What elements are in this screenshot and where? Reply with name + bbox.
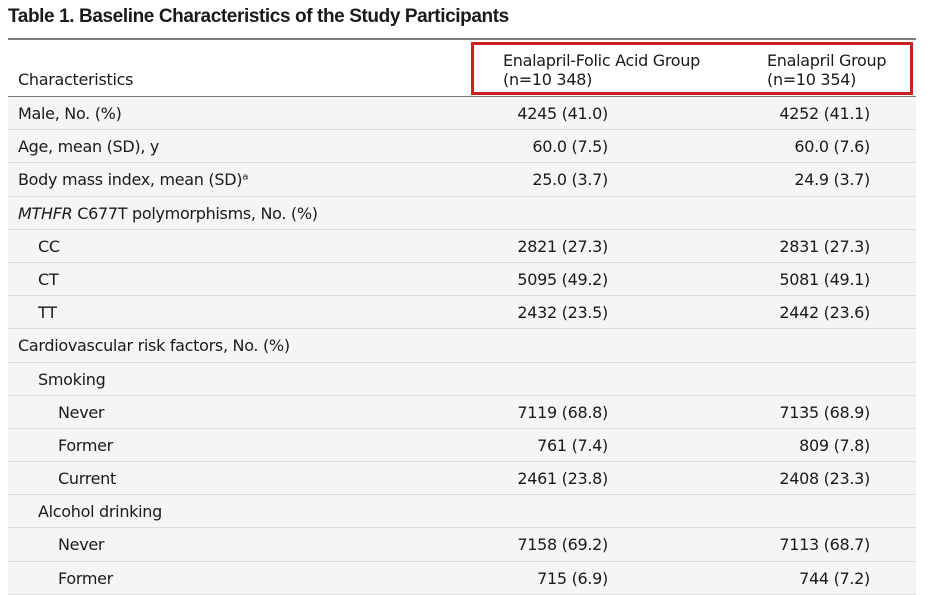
row-label: Body mass index, mean (SD)ᵃ	[18, 170, 249, 190]
header-rule	[8, 96, 916, 97]
row-label: Alcohol drinking	[38, 502, 162, 522]
table-row: Age, mean (SD), y 60.0 (7.5) 60.0 (7.6)	[8, 130, 916, 164]
row-value-enalapril: 5081 (49.1)	[779, 269, 870, 289]
table-row: Current 2461 (23.8) 2408 (23.3)	[8, 462, 916, 496]
row-value-enalapril: 60.0 (7.6)	[794, 137, 870, 157]
row-value-enalapril: 7113 (68.7)	[779, 535, 870, 555]
header-col1-name: Enalapril-Folic Acid Group	[503, 51, 700, 70]
table-row: CT 5095 (49.2) 5081 (49.1)	[8, 262, 916, 297]
table-row-section: Cardiovascular risk factors, No. (%)	[8, 329, 916, 363]
row-label: Never	[58, 402, 105, 422]
table-title: Table 1. Baseline Characteristics of the…	[8, 6, 509, 27]
header-enalapril-group: Enalapril Group (n=10 354)	[767, 51, 887, 89]
table-body: Male, No. (%) 4245 (41.0) 4252 (41.1) Ag…	[8, 97, 916, 595]
row-value-folic: 60.0 (7.5)	[532, 137, 608, 157]
row-label: Former	[58, 435, 113, 455]
row-value-folic: 25.0 (3.7)	[532, 170, 608, 190]
row-value-enalapril: 7135 (68.9)	[779, 402, 870, 422]
row-value-folic: 7119 (68.8)	[517, 402, 608, 422]
row-value-enalapril: 744 (7.2)	[799, 568, 870, 588]
row-label: Male, No. (%)	[18, 104, 122, 123]
row-value-enalapril: 2408 (23.3)	[779, 469, 870, 489]
row-value-folic: 2821 (27.3)	[517, 236, 608, 256]
row-value-enalapril: 2831 (27.3)	[779, 236, 870, 256]
header-col1-n: (n=10 348)	[503, 70, 593, 89]
header-col2-n: (n=10 354)	[767, 70, 857, 89]
row-value-enalapril: 4252 (41.1)	[779, 104, 870, 123]
row-label: Age, mean (SD), y	[18, 137, 160, 157]
row-value-enalapril: 2442 (23.6)	[779, 303, 870, 323]
row-value-folic: 4245 (41.0)	[517, 104, 608, 123]
row-label: TT	[38, 303, 57, 323]
row-label-rest: C677T polymorphisms, No. (%)	[72, 203, 318, 223]
table-top-rule	[8, 38, 916, 40]
row-value-folic: 715 (6.9)	[537, 568, 608, 588]
table-row: Never 7158 (69.2) 7113 (68.7)	[8, 528, 916, 562]
table-row-subsection: Smoking	[8, 362, 916, 396]
table-row-subsection: Alcohol drinking	[8, 495, 916, 529]
row-label: CC	[38, 236, 60, 256]
row-value-folic: 761 (7.4)	[537, 435, 608, 455]
table-header: Characteristics Enalapril-Folic Acid Gro…	[8, 40, 916, 96]
table-row: TT 2432 (23.5) 2442 (23.6)	[8, 296, 916, 330]
row-value-enalapril: 809 (7.8)	[799, 435, 870, 455]
row-label: CT	[38, 269, 59, 289]
header-enalapril-folic-acid-group: Enalapril-Folic Acid Group (n=10 348)	[503, 51, 700, 89]
row-label: Current	[58, 469, 116, 489]
table-row: Former 715 (6.9) 744 (7.2)	[8, 561, 916, 595]
header-col2-name: Enalapril Group	[767, 51, 887, 70]
table-row: CC 2821 (27.3) 2831 (27.3)	[8, 229, 916, 263]
row-value-folic: 2461 (23.8)	[517, 469, 608, 489]
row-label: Cardiovascular risk factors, No. (%)	[18, 336, 290, 356]
table-row: Former 761 (7.4) 809 (7.8)	[8, 428, 916, 463]
table-row: Male, No. (%) 4245 (41.0) 4252 (41.1)	[8, 97, 916, 131]
row-value-folic: 7158 (69.2)	[517, 535, 608, 555]
table-row-section: MTHFR C677T polymorphisms, No. (%)	[8, 196, 916, 230]
table-row: Body mass index, mean (SD)ᵃ 25.0 (3.7) 2…	[8, 163, 916, 197]
row-label: MTHFR C677T polymorphisms, No. (%)	[18, 204, 318, 223]
baseline-table: Characteristics Enalapril-Folic Acid Gro…	[8, 38, 916, 595]
table-row: Never 7119 (68.8) 7135 (68.9)	[8, 395, 916, 429]
row-label: Smoking	[38, 369, 106, 389]
row-label: Former	[58, 568, 113, 588]
row-value-enalapril: 24.9 (3.7)	[794, 170, 870, 190]
row-value-folic: 5095 (49.2)	[517, 269, 608, 289]
header-characteristics: Characteristics	[18, 70, 134, 89]
header-highlight-box	[471, 42, 913, 95]
row-label-gene: MTHFR	[18, 203, 73, 223]
row-label: Never	[58, 535, 105, 555]
row-value-folic: 2432 (23.5)	[517, 303, 608, 323]
